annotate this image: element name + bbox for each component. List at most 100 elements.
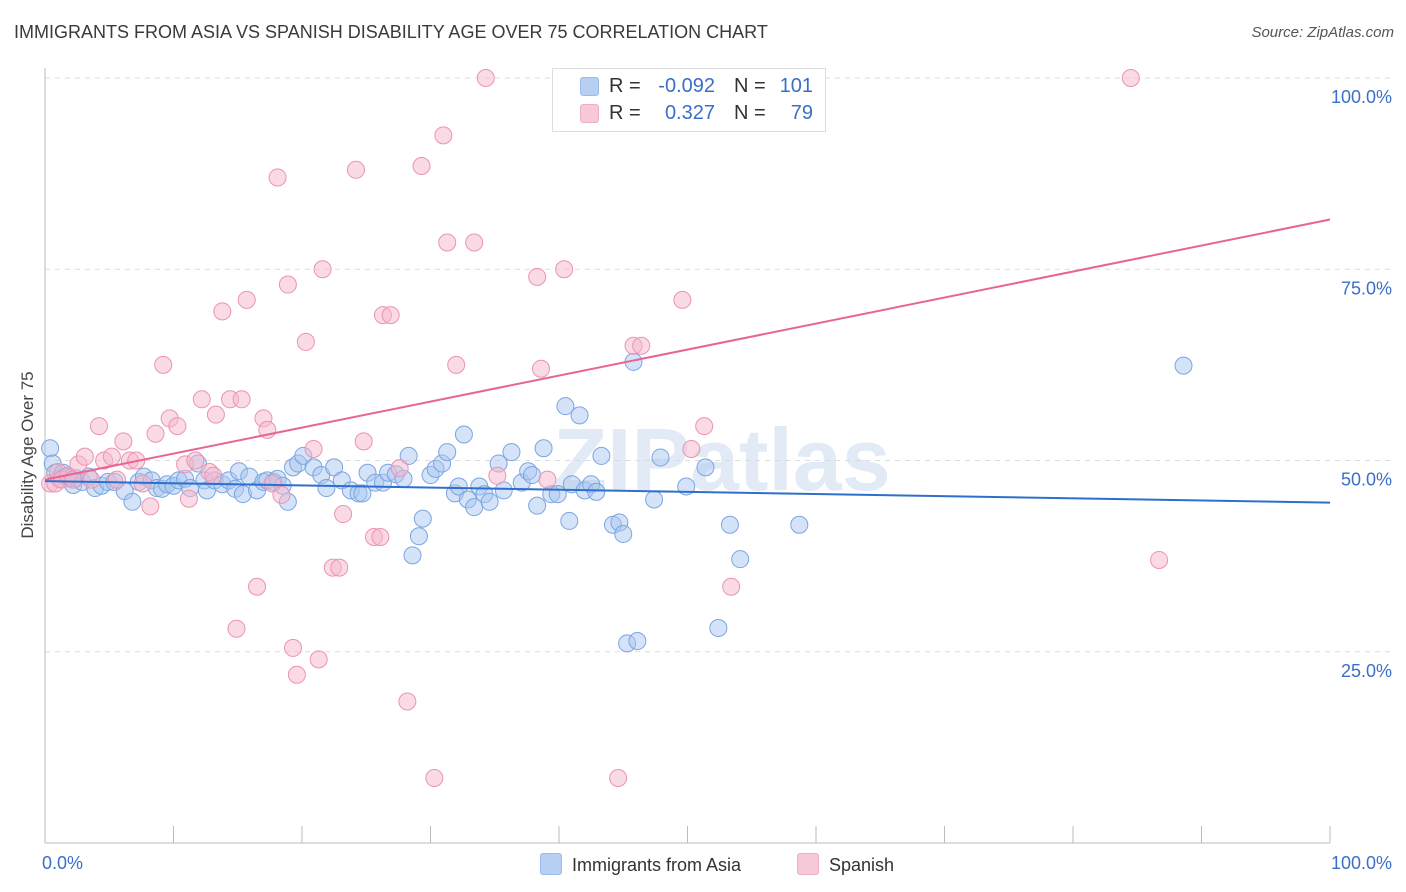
data-point (141, 497, 160, 516)
data-point (614, 524, 633, 543)
data-point (114, 432, 133, 451)
legend-swatch-asia (540, 853, 562, 875)
data-point (284, 638, 303, 657)
x-tick-label-right: 100.0% (1331, 853, 1392, 873)
data-point (381, 306, 400, 325)
data-point (227, 619, 246, 638)
data-point (232, 390, 251, 409)
stats-row-spanish: R = 0.327 N = 79 (553, 100, 825, 126)
data-point (403, 546, 422, 565)
data-point (168, 417, 187, 436)
data-point (645, 490, 664, 509)
data-point (317, 479, 336, 498)
data-point (709, 619, 728, 638)
data-point (538, 470, 557, 489)
data-point (449, 477, 468, 496)
data-point (413, 509, 432, 528)
data-point (107, 470, 126, 489)
data-point (592, 446, 611, 465)
data-point (354, 432, 373, 451)
page-title: IMMIGRANTS FROM ASIA VS SPANISH DISABILI… (14, 22, 768, 42)
data-point (555, 260, 574, 279)
data-point (346, 160, 365, 179)
stats-row-asia: R = -0.092 N = 101 (553, 73, 825, 99)
legend-item-asia[interactable]: Immigrants from Asia (540, 853, 741, 875)
data-point (89, 417, 108, 436)
data-point (587, 482, 606, 501)
gridlines (45, 77, 1392, 653)
data-point (438, 233, 457, 252)
y-tick-label: 75.0% (1341, 278, 1392, 298)
data-point (560, 511, 579, 530)
data-point (371, 528, 390, 546)
data-point (1150, 550, 1169, 569)
n-label: N = (734, 75, 766, 97)
data-point (409, 527, 428, 546)
data-point (268, 168, 287, 187)
data-point (272, 485, 291, 504)
data-point (330, 558, 349, 577)
data-point (523, 466, 542, 485)
r-value: -0.092 (658, 75, 715, 97)
data-point (204, 466, 223, 485)
x-tick-labels: 0.0% 100.0% (42, 853, 1392, 873)
n-label: N = (734, 102, 766, 124)
data-point (248, 577, 267, 596)
data-point (313, 260, 332, 279)
legend-swatch-spanish (797, 853, 819, 875)
data-point (309, 650, 328, 669)
data-point (412, 156, 431, 175)
r-label: R = (609, 75, 641, 97)
data-point (695, 417, 714, 436)
legend-label-asia: Immigrants from Asia (572, 855, 742, 875)
r-value: 0.327 (664, 102, 715, 124)
series-spanish (41, 69, 1169, 787)
data-point (480, 492, 499, 511)
data-point (628, 632, 647, 651)
data-point (398, 692, 417, 711)
data-point (534, 439, 553, 458)
data-point (1121, 69, 1140, 87)
data-point (556, 397, 575, 416)
n-value: 101 (779, 75, 813, 97)
y-tick-labels: 25.0% 50.0% 75.0% 100.0% (1331, 87, 1392, 681)
trend-lines (44, 218, 1331, 504)
data-point (696, 458, 715, 477)
data-point (720, 515, 739, 534)
y-tick-label: 25.0% (1341, 661, 1392, 681)
data-point (75, 447, 94, 466)
r-label: R = (609, 102, 641, 124)
data-point (488, 466, 507, 485)
data-point (334, 505, 353, 524)
data-point (722, 577, 741, 596)
data-point (548, 485, 567, 504)
data-point (399, 446, 418, 465)
data-point (278, 275, 297, 294)
data-point (186, 451, 205, 470)
data-point (304, 440, 323, 459)
legend-label-spanish: Spanish (829, 855, 895, 875)
data-point (390, 459, 409, 478)
legend-item-spanish[interactable]: Spanish (797, 853, 894, 875)
data-point (192, 390, 211, 409)
y-axis-label: Disability Age Over 75 (18, 371, 37, 539)
data-point (434, 126, 453, 145)
data-point (123, 492, 142, 511)
data-point (609, 768, 628, 787)
y-tick-label: 100.0% (1331, 87, 1392, 107)
data-point (146, 424, 165, 443)
data-point (353, 484, 372, 503)
data-point (154, 355, 173, 374)
data-point (790, 515, 809, 534)
data-point (41, 439, 60, 458)
y-tick-label: 50.0% (1341, 470, 1392, 490)
stats-box: R = -0.092 N = 101 R = 0.327 N = 79 (552, 68, 826, 132)
data-point (82, 470, 101, 489)
data-point (425, 768, 444, 787)
n-value: 79 (790, 102, 813, 124)
data-point (206, 405, 225, 424)
data-point (438, 443, 457, 462)
x-tick-label-left: 0.0% (42, 853, 83, 873)
data-point (1174, 356, 1193, 375)
data-point (179, 489, 198, 508)
